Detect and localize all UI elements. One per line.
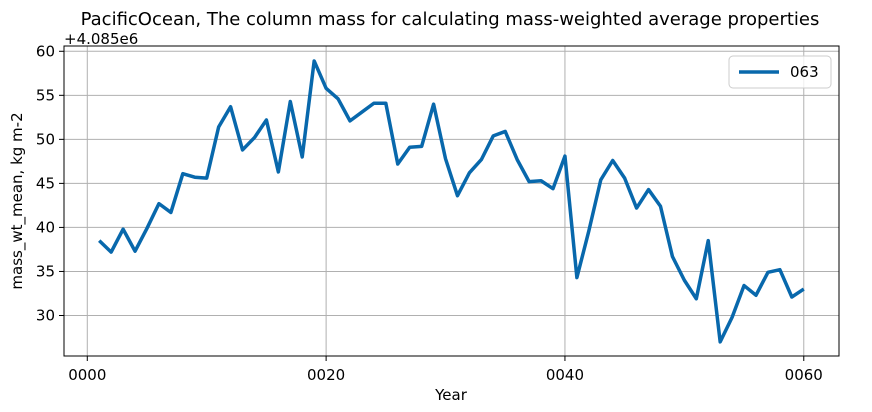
x-axis-label: Year <box>434 386 468 404</box>
x-tick-label: 0020 <box>307 366 345 384</box>
legend: 063 <box>728 55 832 89</box>
legend-label: 063 <box>790 63 819 81</box>
y-tick-label: 40 <box>36 218 55 236</box>
x-tick-label: 0040 <box>546 366 584 384</box>
axis-ticks: 0000 0020 0040 0060 30 35 40 45 50 55 60 <box>36 42 823 384</box>
y-tick-label: 45 <box>36 174 55 192</box>
x-tick-label: 0060 <box>785 366 823 384</box>
chart-title: PacificOcean, The column mass for calcul… <box>81 9 820 30</box>
y-axis-label: mass_wt_mean, kg m-2 <box>8 112 27 289</box>
y-tick-label: 50 <box>36 130 55 148</box>
series-line-063 <box>98 59 805 344</box>
legend-box <box>728 55 832 89</box>
grid <box>64 46 839 356</box>
series-layer <box>98 59 805 344</box>
y-tick-label: 35 <box>36 262 55 280</box>
y-tick-label: 30 <box>36 306 55 324</box>
y-tick-label: 55 <box>36 86 55 104</box>
y-tick-label: 60 <box>36 42 55 60</box>
plot-area-frame <box>63 45 840 357</box>
x-tick-label: 0000 <box>68 366 106 384</box>
y-axis-offset-label: +4.085e6 <box>64 30 138 48</box>
